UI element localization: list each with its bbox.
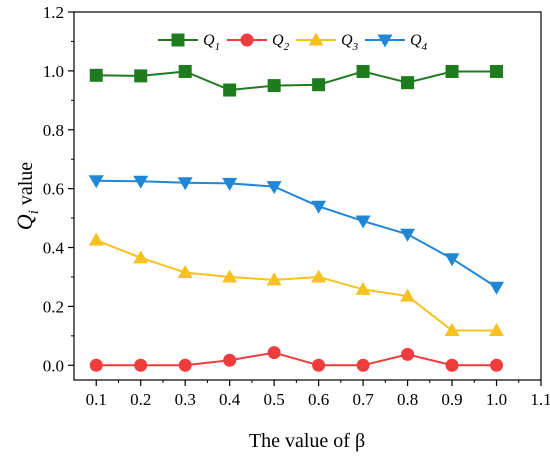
data-point-q4 (311, 200, 327, 214)
x-tick-label: 0.4 (219, 390, 241, 409)
x-tick-label: 1.1 (530, 390, 550, 409)
data-point-q3 (133, 250, 149, 264)
data-point-q4 (133, 175, 149, 189)
series-line-q1 (96, 70, 497, 92)
data-point-q2 (223, 353, 237, 367)
y-axis-title: Qi value (12, 162, 42, 230)
x-axis-title: The value of β (249, 430, 365, 452)
data-point-q3 (222, 269, 238, 283)
data-point-q2 (401, 347, 415, 361)
data-point-q2 (356, 358, 370, 372)
legend-label-sub: 3 (352, 41, 359, 53)
y-tick-label: 0.6 (43, 180, 64, 199)
data-point-q1 (312, 78, 326, 92)
x-axis: 0.1 0.2 0.3 0.4 0.5 0.6 0.7 0.8 0.9 1.0 1.1 (86, 380, 550, 409)
series-line-q2 (96, 351, 497, 367)
y-tick-label: 0.4 (43, 239, 65, 258)
legend-item-q4: Q4 (365, 32, 428, 53)
y-tick-label: 0.8 (43, 121, 64, 140)
plot-frame (73, 11, 542, 381)
series-line-q4 (96, 179, 498, 289)
data-point-q3 (444, 323, 460, 337)
x-tick-label: 0.3 (175, 390, 196, 409)
data-point-q3 (355, 281, 371, 295)
legend-label-sub: 2 (284, 41, 290, 53)
x-tick-label: 0.8 (397, 390, 418, 409)
y-tick-label: 1.0 (43, 62, 64, 81)
data-point-q4 (444, 253, 460, 267)
data-point-q1 (356, 64, 370, 78)
series-q1 (89, 64, 504, 97)
data-point-q2 (490, 358, 504, 372)
x-tick-label: 0.9 (441, 390, 462, 409)
legend-marker (377, 34, 393, 48)
legend-label-sub: 1 (215, 41, 221, 53)
y-tick-label: 0.2 (43, 297, 64, 316)
legend-marker (171, 33, 185, 47)
legend-item-q2: Q2 (227, 32, 290, 53)
legend-label-base: Q (410, 32, 422, 49)
x-tick-label: 0.2 (130, 390, 151, 409)
data-point-q4 (222, 177, 238, 191)
data-point-q2 (267, 346, 281, 360)
legend-label-base: Q (272, 32, 284, 49)
data-point-q3 (266, 272, 282, 286)
legend-label-q4: Q4 (410, 32, 428, 53)
series-q4 (88, 175, 505, 295)
data-point-q1 (89, 68, 103, 82)
data-point-q4 (355, 215, 371, 229)
data-point-q3 (400, 288, 416, 302)
legend-item-q3: Q3 (296, 32, 359, 53)
data-point-q1 (134, 69, 148, 83)
legend: Q1 Q2 Q3 Q4 (158, 32, 428, 53)
data-point-q2 (134, 358, 148, 372)
data-point-q2 (89, 358, 103, 372)
legend-label-q2: Q2 (272, 32, 290, 53)
y-tick-label: 1.2 (43, 3, 64, 22)
data-point-q3 (489, 323, 505, 337)
data-point-q2 (178, 358, 192, 372)
data-point-q4 (88, 175, 104, 189)
data-point-q1 (490, 64, 504, 78)
legend-label-q3: Q3 (341, 32, 359, 53)
data-point-q1 (178, 64, 192, 78)
x-tick-label: 0.6 (308, 390, 329, 409)
y-tick-label: 0.0 (43, 356, 64, 375)
x-tick-label: 0.5 (264, 390, 285, 409)
legend-marker (240, 33, 254, 47)
y-axis-title-sub: i (26, 210, 42, 214)
series-q2 (89, 346, 504, 372)
series-layer (88, 64, 505, 372)
data-point-q3 (88, 232, 104, 246)
legend-item-q1: Q1 (158, 32, 220, 53)
legend-label-q1: Q1 (203, 32, 220, 53)
data-point-q4 (400, 228, 416, 242)
legend-marker (308, 32, 324, 46)
legend-label-sub: 4 (422, 41, 428, 53)
data-point-q1 (445, 64, 459, 78)
x-tick-label: 1.0 (486, 390, 507, 409)
data-point-q4 (489, 281, 505, 295)
data-point-q4 (177, 177, 193, 191)
legend-label-base: Q (341, 32, 353, 49)
data-point-q2 (445, 358, 459, 372)
series-line-q3 (95, 239, 497, 332)
y-axis-title-rest: value (15, 162, 37, 210)
data-point-q3 (311, 269, 327, 283)
data-point-q1 (267, 79, 281, 93)
data-point-q3 (177, 265, 193, 279)
series-q3 (88, 232, 505, 337)
x-tick-label: 0.7 (352, 390, 374, 409)
data-point-q1 (223, 83, 237, 97)
y-axis-title-base: Q (12, 214, 37, 230)
legend-label-base: Q (203, 32, 215, 49)
y-axis: 0.0 0.2 0.4 0.6 0.8 1.0 1.2 (43, 3, 74, 375)
x-tick-label: 0.1 (86, 390, 107, 409)
data-point-q1 (401, 76, 415, 90)
data-point-q2 (312, 358, 326, 372)
data-point-q4 (266, 181, 282, 195)
